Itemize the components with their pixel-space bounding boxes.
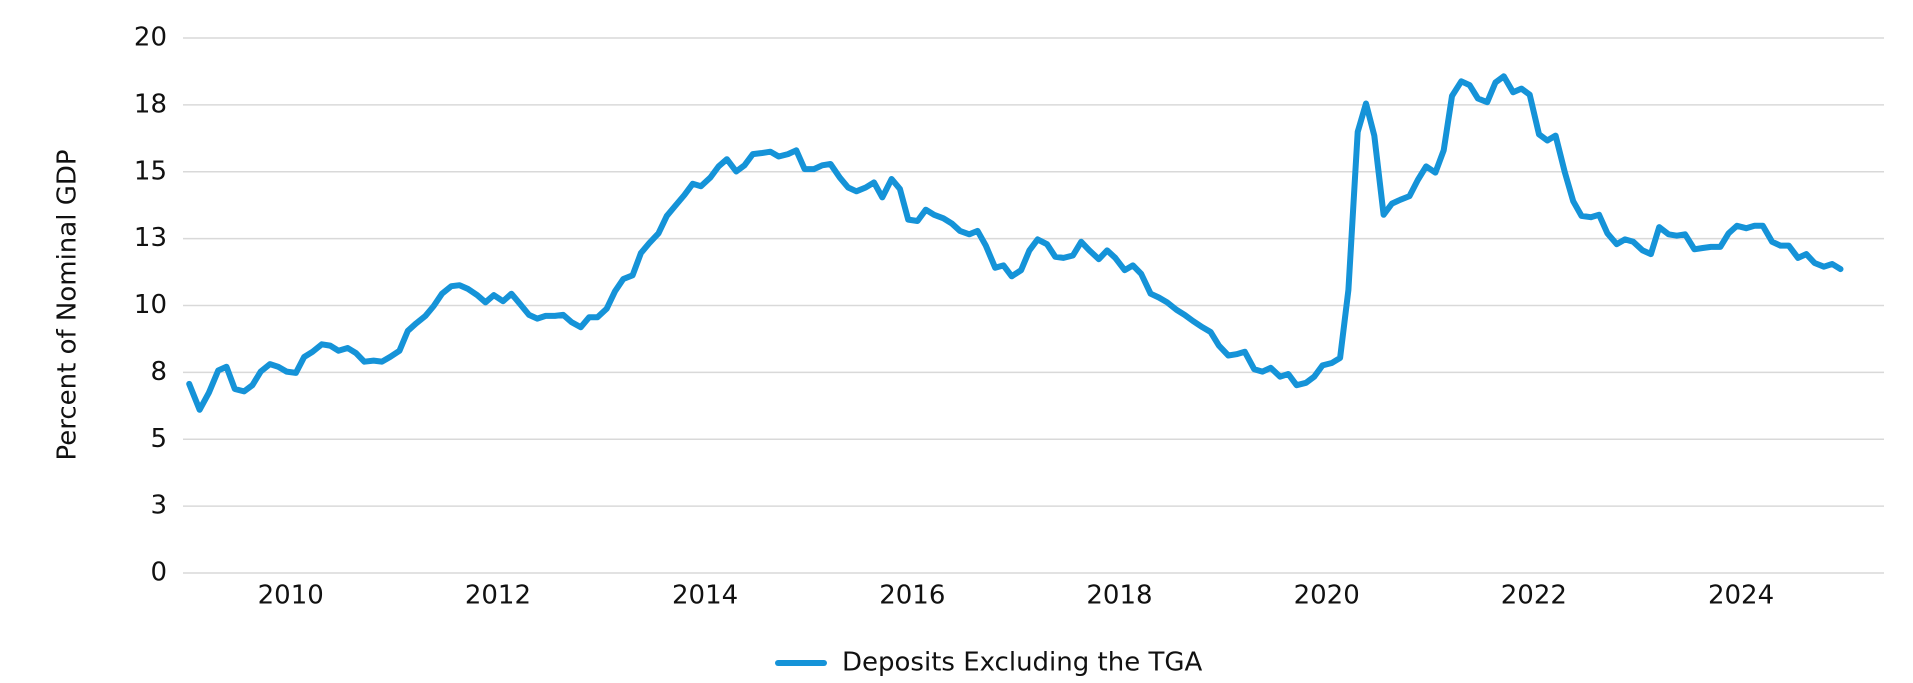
y-tick-label: 15 [134,156,167,186]
y-tick-label: 8 [150,357,167,387]
y-tick-label: 13 [134,223,167,253]
x-tick-label: 2014 [672,581,738,611]
data-line [186,73,1844,413]
x-tick-label: 2016 [879,581,945,611]
x-tick-label: 2024 [1708,581,1774,611]
x-tick-label: 2018 [1086,581,1152,611]
y-tick-label: 3 [150,491,167,521]
legend-label: Deposits Excluding the TGA [842,648,1202,678]
y-tick-label: 10 [134,290,167,320]
y-tick-label: 5 [150,424,167,454]
x-tick-label: 2012 [465,581,531,611]
x-tick-label: 2022 [1501,581,1567,611]
y-axis-label: Percent of Nominal GDP [53,149,83,460]
x-tick-label: 2010 [258,581,324,611]
y-tick-label: 18 [134,89,167,119]
y-tick-label: 20 [134,23,167,53]
x-tick-label: 2020 [1294,581,1360,611]
y-tick-label: 0 [150,558,167,588]
